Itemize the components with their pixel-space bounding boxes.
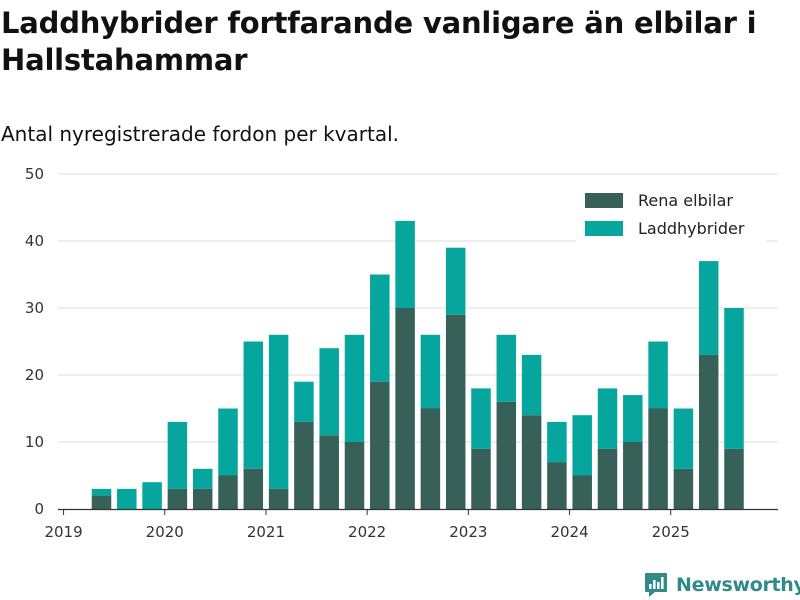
bar-laddhybrider xyxy=(445,247,466,315)
legend-swatch xyxy=(585,193,623,208)
bar-laddhybrider xyxy=(521,354,542,416)
bar-rena-elbilar xyxy=(395,308,415,509)
bar-rena-elbilar xyxy=(167,488,188,509)
x-axis-ticks: 2019 2020 2021 2022 2023 2024 2025 xyxy=(44,509,690,541)
x-tick-label: 2022 xyxy=(348,523,386,541)
x-tick-label: 2023 xyxy=(449,523,487,541)
x-tick-label: 2025 xyxy=(652,523,690,541)
chart-title: Laddhybrider fortfarande vanligare än el… xyxy=(1,6,757,77)
bar-laddhybrider xyxy=(117,488,137,509)
bar-laddhybrider xyxy=(623,395,643,442)
bar-rena-elbilar xyxy=(218,475,238,509)
bar-laddhybrider xyxy=(496,334,517,402)
y-tick-label: 0 xyxy=(34,500,44,518)
bar-laddhybrider xyxy=(648,341,668,409)
y-tick-label: 50 xyxy=(25,165,44,183)
bar-laddhybrider xyxy=(319,348,339,436)
bar-laddhybrider xyxy=(294,381,314,422)
bar-rena-elbilar xyxy=(698,354,719,509)
newsworthy-brand: Newsworthy xyxy=(644,569,800,600)
bar-laddhybrider xyxy=(218,408,238,476)
bar-rena-elbilar xyxy=(91,495,112,509)
bar-laddhybrider xyxy=(192,468,213,489)
legend: Rena elbilar Laddhybrider xyxy=(576,185,766,243)
bar-laddhybrider xyxy=(243,341,264,469)
y-axis-ticks: 0 10 20 30 40 50 xyxy=(25,165,44,518)
bar-laddhybrider xyxy=(724,308,744,449)
bar-rena-elbilar xyxy=(370,381,390,509)
chart-subtitle: Antal nyregistrerade fordon per kvartal. xyxy=(1,122,400,146)
bar-laddhybrider xyxy=(142,482,162,509)
bar-laddhybrider xyxy=(370,274,390,382)
brand-name: Newsworthy xyxy=(676,574,800,596)
bar-rena-elbilar xyxy=(673,468,694,509)
bar-rena-elbilar xyxy=(496,401,517,509)
bar-laddhybrider xyxy=(268,334,289,489)
bar-laddhybrider xyxy=(420,334,441,409)
x-tick-label: 2024 xyxy=(550,523,588,541)
legend-swatch xyxy=(585,221,623,236)
bar-rena-elbilar xyxy=(547,462,567,509)
bar-laddhybrider xyxy=(344,334,365,442)
bar-rena-elbilar xyxy=(420,408,441,509)
bar-laddhybrider xyxy=(471,388,491,449)
bar-rena-elbilar xyxy=(243,468,264,509)
bar-laddhybrider xyxy=(572,415,592,476)
bar-rena-elbilar xyxy=(521,415,542,509)
bar-laddhybrider xyxy=(673,408,694,469)
bar-laddhybrider xyxy=(597,388,618,449)
bar-laddhybrider xyxy=(395,220,415,308)
bar-rena-elbilar xyxy=(294,421,314,509)
bar-rena-elbilar xyxy=(724,448,744,509)
bar-rena-elbilar xyxy=(344,442,365,509)
bar-rena-elbilar xyxy=(572,475,592,509)
legend-label: Rena elbilar xyxy=(638,191,733,210)
bar-rena-elbilar xyxy=(623,442,643,509)
y-tick-label: 40 xyxy=(25,232,44,250)
y-tick-label: 30 xyxy=(25,299,44,317)
bar-laddhybrider xyxy=(91,488,112,496)
y-tick-label: 20 xyxy=(25,366,44,384)
newsworthy-logo-icon xyxy=(645,573,667,597)
bar-laddhybrider xyxy=(698,261,719,355)
bar-laddhybrider xyxy=(547,421,567,463)
bar-rena-elbilar xyxy=(471,448,491,509)
bar-rena-elbilar xyxy=(319,435,339,509)
bar-rena-elbilar xyxy=(268,488,289,509)
x-tick-label: 2019 xyxy=(44,523,82,541)
bar-rena-elbilar xyxy=(445,314,466,509)
bar-rena-elbilar xyxy=(192,488,213,509)
bars xyxy=(91,220,744,509)
bar-laddhybrider xyxy=(167,421,188,489)
bar-rena-elbilar xyxy=(597,448,618,509)
x-tick-label: 2020 xyxy=(146,523,184,541)
legend-label: Laddhybrider xyxy=(638,219,745,238)
x-tick-label: 2021 xyxy=(247,523,285,541)
bar-rena-elbilar xyxy=(648,408,668,509)
y-tick-label: 10 xyxy=(25,433,44,451)
